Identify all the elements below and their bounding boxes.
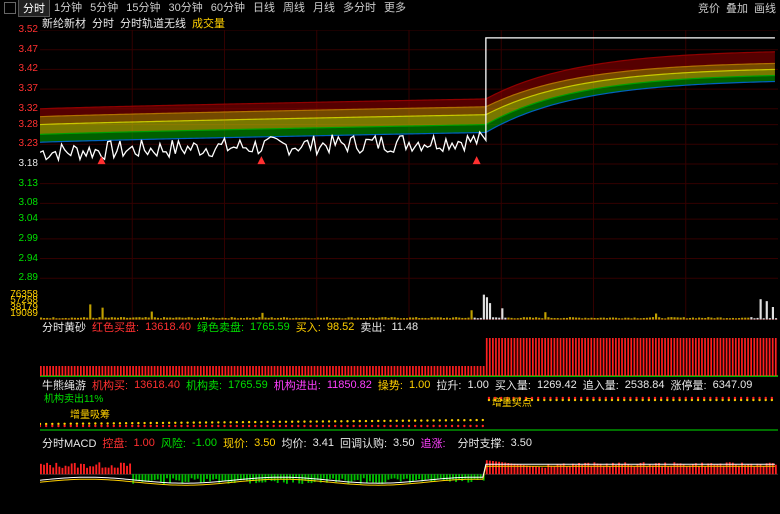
legend-p3-item-3: 机构卖: [186, 378, 222, 392]
timeframe-tab-1[interactable]: 1分钟 [50, 0, 86, 17]
legend-p4-item-1: 控盘: [102, 436, 127, 450]
legend-p3-item-9: 拉升: [436, 378, 461, 392]
topbar-right-2[interactable]: 画线 [754, 0, 776, 16]
legend-p3-item-13: 追入量: [583, 378, 619, 392]
price-ytick: 3.37 [19, 83, 38, 94]
main-price-panel[interactable]: 3.523.473.423.373.323.283.233.183.133.08… [0, 30, 780, 320]
legend-p4-item-3: 风险: [161, 436, 186, 450]
timeframe-tab-8[interactable]: 月线 [309, 0, 339, 17]
legend-main-item-1: 分时 [92, 16, 114, 30]
legend-p3-item-10: 1.00 [467, 379, 488, 391]
legend-p3-item-14: 2538.84 [625, 379, 665, 391]
main-chart-legend: 新纶新材分时分时轨道无线成交量 [0, 16, 780, 30]
price-ytick: 3.47 [19, 44, 38, 55]
vol-ytick: 19089 [10, 308, 38, 319]
price-ytick: 2.99 [19, 233, 38, 244]
panel2-legend: 分时黄砂红色买盘: 13618.40 绿色卖盘: 1765.59 买入: 98.52 卖出:… [0, 320, 780, 334]
timeframe-tab-2[interactable]: 5分钟 [86, 0, 122, 17]
legend-p2-item-3: 绿色卖盘: [197, 320, 244, 334]
panel2-chart-area[interactable] [40, 334, 778, 378]
price-ytick: 3.32 [19, 103, 38, 114]
price-ytick: 3.42 [19, 63, 38, 74]
institutional-panel[interactable]: 机构卖出11% 增量吸筹 增量买点 [0, 392, 780, 436]
timeframe-tab-4[interactable]: 30分钟 [165, 0, 207, 17]
legend-p3-item-12: 1269.42 [537, 379, 577, 391]
svg-text:增量吸筹: 增量吸筹 [70, 408, 110, 421]
legend-p4-item-11: 追涨: [420, 436, 445, 450]
topbar-right-1[interactable]: 叠加 [726, 0, 748, 16]
timeframe-tab-0[interactable]: 分时 [18, 0, 50, 17]
menu-icon[interactable] [4, 2, 16, 14]
macd-panel[interactable] [0, 450, 780, 494]
legend-p4-item-8: 3.41 [313, 437, 334, 449]
panel3-legend: 牛熊绳游机构买: 13618.40 机构卖: 1765.59 机构进出: 11850.82… [0, 378, 780, 392]
legend-p3-item-7: 操势: [378, 378, 403, 392]
topbar-right: 竞价叠加画线 [698, 0, 776, 16]
svg-text:机构卖出11%: 机构卖出11% [44, 392, 103, 405]
topbar-right-0[interactable]: 竞价 [698, 0, 720, 16]
panel4-legend: 分时MACD 控盘: 1.00 风险: -1.00 现价: 3.50 均价: 3.41 回调认购:… [0, 436, 780, 450]
legend-main-item-0: 新纶新材 [42, 16, 86, 30]
legend-p3-item-15: 涨停量: [671, 378, 707, 392]
legend-p4-item-10: 3.50 [393, 437, 414, 449]
legend-p2-item-7: 卖出: [360, 320, 385, 334]
timeframe-tab-bar: 分时1分钟5分钟15分钟30分钟60分钟日线周线月线多分时更多 竞价叠加画线 [0, 0, 780, 16]
legend-p3-item-5: 机构进出: [274, 378, 321, 392]
legend-main-item-2: 分时轨道无线 [120, 16, 186, 30]
price-ytick: 3.08 [19, 197, 38, 208]
price-ytick: 3.18 [19, 158, 38, 169]
timeframe-tab-10[interactable]: 更多 [380, 0, 410, 17]
legend-p2-item-5: 买入: [296, 320, 321, 334]
legend-p4-item-4: -1.00 [192, 437, 217, 449]
price-ytick: 2.94 [19, 253, 38, 264]
legend-p3-item-2: 13618.40 [134, 379, 180, 391]
price-ytick: 3.28 [19, 119, 38, 130]
legend-p3-item-16: 6347.09 [713, 379, 753, 391]
legend-p4-item-7: 均价: [282, 436, 307, 450]
price-ytick: 3.13 [19, 178, 38, 189]
legend-p2-item-8: 11.48 [391, 321, 418, 333]
timeframe-tab-5[interactable]: 60分钟 [207, 0, 249, 17]
legend-p2-item-4: 1765.59 [250, 321, 290, 333]
timeframe-tab-7[interactable]: 周线 [279, 0, 309, 17]
legend-p4-item-6: 3.50 [254, 437, 275, 449]
legend-p4-item-14: 3.50 [511, 437, 532, 449]
legend-main-item-3: 成交量 [192, 16, 225, 30]
legend-p2-item-1: 红色买盘: [92, 320, 139, 334]
legend-p2-item-2: 13618.40 [145, 321, 191, 333]
volume-buysell-panel[interactable] [0, 334, 780, 378]
legend-p4-item-0: 分时MACD [42, 436, 96, 450]
legend-p3-item-4: 1765.59 [228, 379, 268, 391]
legend-p3-item-11: 买入量: [495, 378, 531, 392]
timeframe-tabs: 分时1分钟5分钟15分钟30分钟60分钟日线周线月线多分时更多 [18, 0, 410, 17]
legend-p2-item-6: 98.52 [327, 321, 355, 333]
legend-p3-item-0: 牛熊绳游 [42, 378, 86, 392]
legend-p3-item-8: 1.00 [409, 379, 430, 391]
legend-p3-item-6: 11850.82 [327, 379, 372, 391]
price-chart-area[interactable] [40, 30, 778, 320]
price-ytick: 3.52 [19, 24, 38, 35]
panel4-chart-area[interactable] [40, 450, 778, 494]
legend-p3-item-1: 机构买: [92, 378, 128, 392]
price-ytick: 3.23 [19, 138, 38, 149]
legend-p4-item-13: 分时支撑: [458, 436, 505, 450]
legend-p4-item-9: 回调认购: [340, 436, 387, 450]
legend-p2-item-0: 分时黄砂 [42, 320, 86, 334]
legend-p4-item-5: 现价: [223, 436, 248, 450]
legend-p4-item-2: 1.00 [133, 437, 154, 449]
svg-text:增量买点: 增量买点 [492, 396, 532, 409]
timeframe-tab-6[interactable]: 日线 [249, 0, 279, 17]
price-ytick: 2.89 [19, 272, 38, 283]
panel3-chart-area[interactable]: 机构卖出11% 增量吸筹 增量买点 [40, 392, 778, 436]
timeframe-tab-3[interactable]: 15分钟 [122, 0, 164, 17]
price-ytick: 3.04 [19, 213, 38, 224]
timeframe-tab-9[interactable]: 多分时 [339, 0, 380, 17]
